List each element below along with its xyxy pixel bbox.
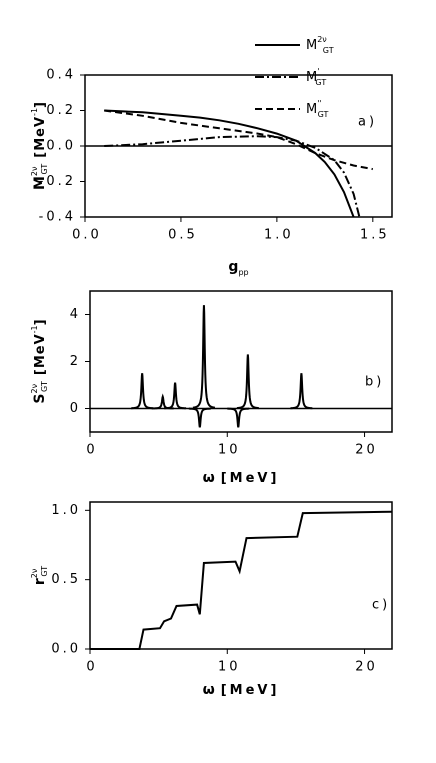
legend-label: M2ν GT	[306, 35, 334, 55]
y-axis-label-part: 2ν	[30, 568, 39, 578]
y-axis-label-part: -1	[30, 108, 39, 116]
panel-annotation: a)	[358, 115, 377, 130]
spectrum-peak	[188, 407, 211, 428]
y-axis-label-part: 2ν	[30, 166, 39, 176]
x-axis-label-part: [MeV]	[221, 683, 280, 698]
panel-annotation: c)	[372, 598, 390, 613]
plot-frame	[89, 501, 393, 650]
y-axis-label-part: GT	[40, 566, 49, 577]
x-tick-label: 1.5	[360, 228, 390, 243]
spectrum-peak	[227, 407, 250, 428]
y-tick-label: -0.4	[39, 210, 76, 225]
y-tick-label: 0.5	[51, 572, 81, 587]
x-axis-label-part: ω	[203, 682, 215, 698]
y-axis-label-part: r	[32, 578, 48, 585]
x-axis-label: ω [MeV]	[203, 470, 280, 486]
legend-name: M	[306, 102, 317, 117]
y-axis-label-part: [MeV	[33, 116, 48, 158]
spectrum-peak	[164, 382, 187, 410]
spectrum-peak	[236, 354, 259, 410]
y-tick-label: 4	[70, 307, 81, 322]
x-tick-label: 10	[218, 660, 241, 675]
x-tick-label: 0	[86, 660, 97, 675]
legend-name: M	[306, 70, 317, 85]
y-tick-label: -0.2	[39, 174, 76, 189]
series-line	[104, 109, 355, 218]
y-axis-label: M2νGT [MeV-1]	[30, 102, 49, 190]
x-tick-label: 20	[355, 443, 378, 458]
y-tick-label: 0	[70, 401, 81, 416]
legend-label: M'' GT	[306, 99, 329, 119]
y-tick-label: 0.2	[46, 103, 76, 118]
x-tick-label: 1.0	[264, 228, 294, 243]
x-tick-label: 0	[86, 443, 97, 458]
x-axis-label-part: pp	[238, 268, 248, 277]
y-axis-label-part: S	[32, 393, 48, 403]
y-tick-label: 2	[70, 354, 81, 369]
spectrum-peak	[290, 373, 313, 410]
y-tick-label: 0.0	[51, 642, 81, 657]
y-axis-label-part: M	[32, 176, 48, 190]
legend-label: M' GT	[306, 67, 326, 87]
legend-sub: GT	[315, 78, 326, 87]
legend-name: M	[306, 38, 317, 53]
x-tick-label: 0.5	[168, 228, 198, 243]
x-tick-label: 0.0	[72, 228, 102, 243]
series-line	[104, 135, 361, 218]
legend-sub: GT	[318, 110, 329, 119]
y-axis-label-part: ]	[33, 102, 48, 108]
series-line	[104, 109, 373, 171]
legend-sup: 2ν	[317, 35, 327, 44]
y-tick-label: 1.0	[51, 503, 81, 518]
y-axis-label-part: GT	[40, 164, 49, 175]
legend-sup: ''	[317, 99, 321, 108]
x-tick-label: 20	[355, 660, 378, 675]
y-axis-label-part: GT	[40, 381, 49, 392]
x-tick-label: 10	[218, 443, 241, 458]
y-tick-label: 0.0	[46, 139, 76, 154]
x-axis-label-part: g	[228, 259, 238, 275]
x-axis-label: ω [MeV]	[203, 682, 280, 698]
x-axis-label-part: ω	[203, 470, 215, 486]
panel-annotation: b)	[365, 375, 384, 390]
y-axis-label: r2νGT	[30, 566, 49, 585]
y-tick-label: 0.4	[46, 68, 76, 83]
y-axis-label-part: -1	[30, 325, 39, 333]
y-axis-label-part: ]	[33, 319, 48, 325]
spectrum-peak	[192, 305, 216, 409]
legend-sup: '	[317, 67, 319, 76]
series-line	[90, 510, 393, 650]
y-axis-label-part: [MeV	[33, 333, 48, 375]
x-axis-label: gpp	[228, 259, 248, 277]
spectrum-peak	[131, 373, 154, 410]
x-axis-label-part: [MeV]	[221, 471, 280, 486]
y-axis-label: S2νGT [MeV-1]	[30, 319, 49, 403]
legend-sub: GT	[323, 46, 334, 55]
y-axis-label-part: 2ν	[30, 383, 39, 393]
